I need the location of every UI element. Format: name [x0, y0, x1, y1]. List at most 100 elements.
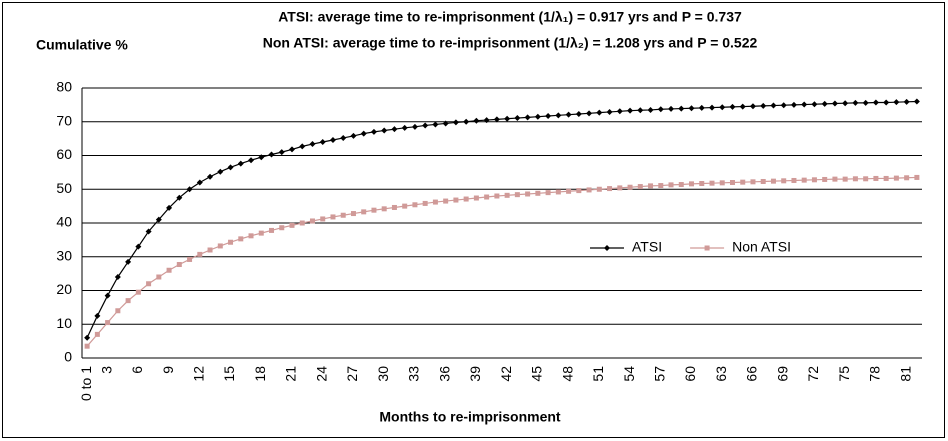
point	[852, 99, 859, 106]
point	[719, 104, 726, 111]
point	[586, 110, 593, 117]
point	[340, 134, 347, 141]
point	[729, 103, 736, 110]
point	[545, 190, 551, 196]
point	[197, 251, 203, 257]
point	[320, 216, 326, 222]
point	[258, 230, 264, 236]
point	[658, 183, 664, 189]
point	[749, 103, 756, 110]
point	[104, 292, 111, 299]
point	[719, 180, 725, 186]
point	[484, 194, 490, 200]
point	[811, 101, 818, 108]
x-tick-label: 51	[590, 366, 606, 382]
point	[647, 106, 654, 113]
point	[473, 117, 480, 124]
point	[125, 298, 131, 304]
point	[648, 183, 654, 189]
point	[852, 176, 858, 182]
x-tick-label: 27	[344, 366, 360, 382]
point	[84, 343, 90, 349]
point	[228, 239, 234, 245]
x-tick-label: 60	[682, 366, 698, 382]
point	[176, 194, 183, 201]
point	[340, 212, 346, 218]
x-tick-label: 42	[498, 366, 514, 382]
point	[524, 114, 531, 121]
point	[381, 206, 387, 212]
point	[770, 178, 776, 184]
legend-label: ATSI	[632, 239, 662, 255]
point	[371, 207, 377, 213]
point	[596, 109, 603, 116]
point	[657, 106, 664, 113]
point	[166, 267, 172, 273]
point	[565, 111, 572, 118]
point	[493, 116, 500, 123]
point	[269, 227, 275, 233]
point	[566, 188, 572, 194]
point	[607, 186, 613, 192]
x-tick-label: 78	[867, 366, 883, 382]
point	[770, 102, 777, 109]
point	[248, 157, 255, 164]
x-tick-label: 0 to 1	[78, 366, 94, 401]
point	[258, 154, 265, 161]
point	[668, 105, 675, 112]
point	[94, 312, 101, 319]
y-axis-label: Cumulative %	[36, 37, 128, 53]
x-tick-label: 45	[529, 366, 545, 382]
point	[750, 179, 756, 185]
point	[514, 192, 520, 198]
point	[391, 126, 398, 133]
point	[432, 121, 439, 128]
point	[872, 99, 879, 106]
y-tick-label: 70	[56, 112, 72, 128]
point	[319, 139, 326, 145]
point	[688, 105, 695, 112]
x-tick-label: 81	[897, 366, 913, 382]
point	[84, 334, 91, 341]
x-tick-label: 54	[621, 366, 637, 382]
point	[586, 187, 592, 193]
point	[422, 200, 428, 206]
point	[402, 203, 408, 209]
point	[504, 192, 510, 198]
point	[155, 216, 162, 223]
point	[186, 186, 193, 193]
point	[555, 112, 562, 119]
point	[791, 177, 797, 183]
point	[822, 176, 828, 182]
x-tick-label: 66	[744, 366, 760, 382]
point	[370, 128, 377, 135]
point	[381, 127, 388, 134]
point	[289, 146, 295, 153]
point	[432, 199, 438, 205]
series-line	[86, 100, 917, 339]
point	[483, 117, 490, 124]
point	[452, 119, 459, 126]
series-line	[86, 176, 917, 347]
point	[401, 124, 408, 131]
y-tick-label: 40	[56, 214, 72, 230]
point	[689, 181, 695, 187]
point	[627, 107, 634, 114]
y-tick-label: 30	[56, 247, 72, 263]
x-tick-label: 48	[559, 366, 575, 382]
point	[883, 99, 890, 106]
point	[627, 184, 633, 190]
point	[525, 191, 531, 197]
point	[893, 175, 899, 181]
point	[637, 184, 643, 190]
point	[709, 104, 715, 111]
x-tick-label: 57	[651, 366, 667, 382]
point	[863, 176, 869, 182]
point	[443, 198, 449, 204]
point	[729, 180, 735, 185]
point	[913, 98, 920, 105]
point	[596, 186, 602, 192]
point	[914, 174, 920, 180]
y-tick-label: 0	[64, 349, 72, 365]
y-tick-label: 80	[56, 79, 72, 95]
